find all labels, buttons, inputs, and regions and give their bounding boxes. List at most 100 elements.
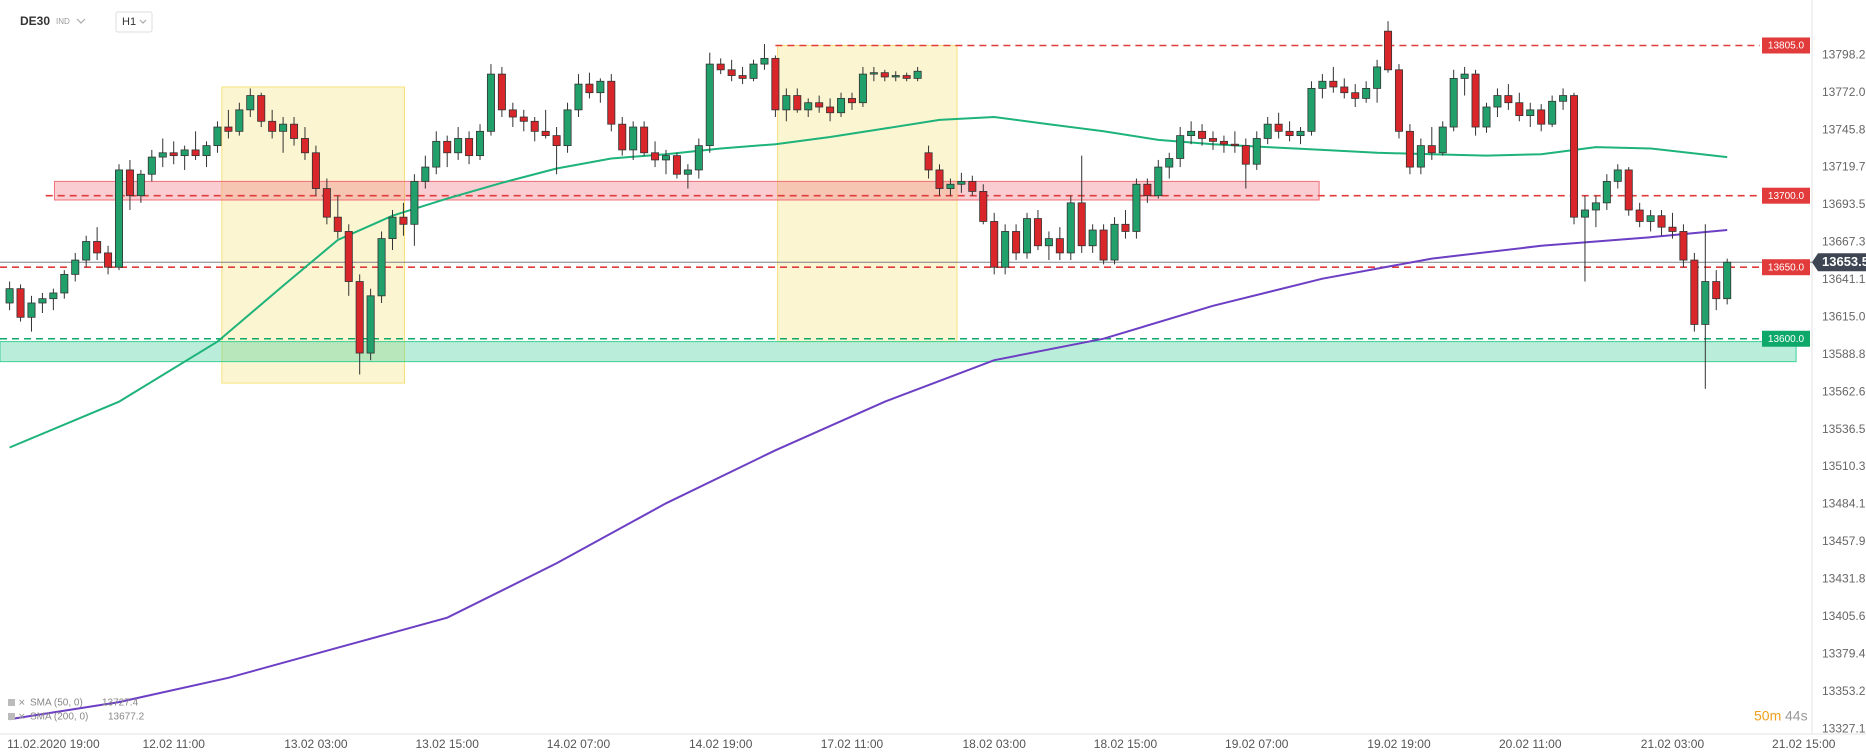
candle-body: [1296, 130, 1305, 137]
level-label-box: [1762, 330, 1810, 347]
candle-body: [1438, 126, 1447, 154]
header: DE30 IND H1: [20, 11, 153, 33]
candle-body: [311, 152, 320, 189]
candle-body: [935, 169, 944, 189]
candle-body: [1362, 88, 1371, 99]
level-label: 13700.0: [1768, 191, 1805, 202]
candle-body: [1723, 261, 1732, 300]
candle-body: [1241, 145, 1250, 165]
y-tick-label: 13798.2: [1822, 47, 1866, 61]
candle-body: [279, 123, 288, 132]
candle-body: [1394, 69, 1403, 132]
candle-body: [683, 169, 692, 175]
interval[interactable]: H1: [122, 16, 136, 28]
candle-body: [541, 130, 550, 137]
x-tick-label: 11.02.2020 19:00: [7, 737, 100, 751]
dropdown-arrow[interactable]: [139, 19, 147, 24]
candle-body: [38, 298, 47, 304]
symbol: DE30: [20, 14, 50, 28]
candle-body: [826, 106, 835, 114]
candle-body: [760, 57, 769, 65]
candle-body: [1591, 202, 1600, 211]
candle-body: [224, 126, 233, 132]
candle-body: [1132, 183, 1141, 232]
candle-body: [1416, 145, 1425, 168]
candle-body: [497, 73, 506, 111]
candle-body: [1055, 238, 1064, 254]
candle-body: [804, 102, 813, 111]
level-label: 13650.0: [1768, 262, 1805, 273]
candle-body: [300, 138, 309, 154]
candle-body: [629, 126, 638, 151]
candle-body: [902, 75, 911, 79]
candle-body: [552, 135, 561, 147]
candle-body: [344, 231, 353, 282]
candle-body: [913, 70, 922, 79]
candle-body: [1548, 100, 1557, 125]
candle-body: [596, 80, 605, 94]
candle-body: [694, 145, 703, 171]
candle-body: [705, 63, 714, 147]
candle-body: [738, 75, 747, 79]
candle-body: [1154, 166, 1163, 197]
candle-body: [1384, 30, 1393, 71]
y-tick-label: 13641.1: [1822, 272, 1866, 286]
candle-body: [618, 123, 627, 151]
candle-body: [1044, 238, 1053, 247]
candle-body: [1624, 169, 1633, 211]
candle-body: [1329, 80, 1338, 88]
candle-body: [1285, 130, 1294, 137]
x-tick-label: 14.02 07:00: [547, 737, 611, 751]
zone: [53, 180, 1320, 201]
candle-body: [1077, 202, 1086, 247]
candle-body: [1679, 231, 1688, 261]
candle-body: [1143, 183, 1152, 197]
candle-body: [60, 273, 69, 294]
candle-body: [607, 80, 616, 125]
y-tick-label: 13719.7: [1822, 160, 1866, 174]
candle-body: [1023, 218, 1032, 254]
candle-body: [662, 155, 671, 161]
zone: [777, 44, 958, 343]
candle-body: [1318, 80, 1327, 89]
x-tick-label: 13.02 15:00: [415, 737, 479, 751]
candle-body: [476, 130, 485, 157]
dropdown-arrow[interactable]: [76, 18, 86, 24]
candle-body: [957, 180, 966, 185]
candle-body: [1570, 95, 1579, 218]
zone: [0, 341, 1797, 363]
legend-name: SMA (200, 0): [30, 712, 88, 723]
level-label-box: [1762, 259, 1810, 276]
legend-icon: [8, 713, 15, 720]
candle-body: [1351, 92, 1360, 99]
interval-button[interactable]: [115, 11, 153, 33]
candle-body: [115, 169, 124, 268]
candle-body: [815, 102, 824, 108]
candle-body: [1405, 130, 1414, 168]
candle-body: [1646, 215, 1655, 222]
candle-body: [71, 259, 80, 275]
candle-body: [1099, 229, 1108, 261]
y-tick-label: 13588.8: [1822, 347, 1866, 361]
candle-body: [1460, 73, 1469, 79]
candle-body: [990, 221, 999, 268]
candle-body: [519, 116, 528, 122]
candle-body: [268, 120, 277, 132]
candle-body: [1701, 281, 1710, 325]
candle-body: [1449, 77, 1458, 128]
candle-body: [27, 302, 36, 318]
candle-body: [1493, 95, 1502, 108]
y-tick-label: 13562.6: [1822, 384, 1866, 398]
x-tick-label: 19.02 19:00: [1367, 737, 1431, 751]
candle-body: [891, 75, 900, 78]
candle-body: [1712, 281, 1721, 300]
y-tick-label: 13510.3: [1822, 459, 1866, 473]
candle-body: [486, 73, 495, 132]
candle-body: [322, 188, 331, 218]
candle-body: [1580, 209, 1589, 218]
candle-body: [147, 156, 156, 175]
candle-body: [716, 63, 725, 71]
legend-name: SMA (50, 0): [30, 698, 83, 709]
market[interactable]: IND: [56, 17, 70, 26]
x-tick-label: 17.02 11:00: [821, 737, 884, 751]
